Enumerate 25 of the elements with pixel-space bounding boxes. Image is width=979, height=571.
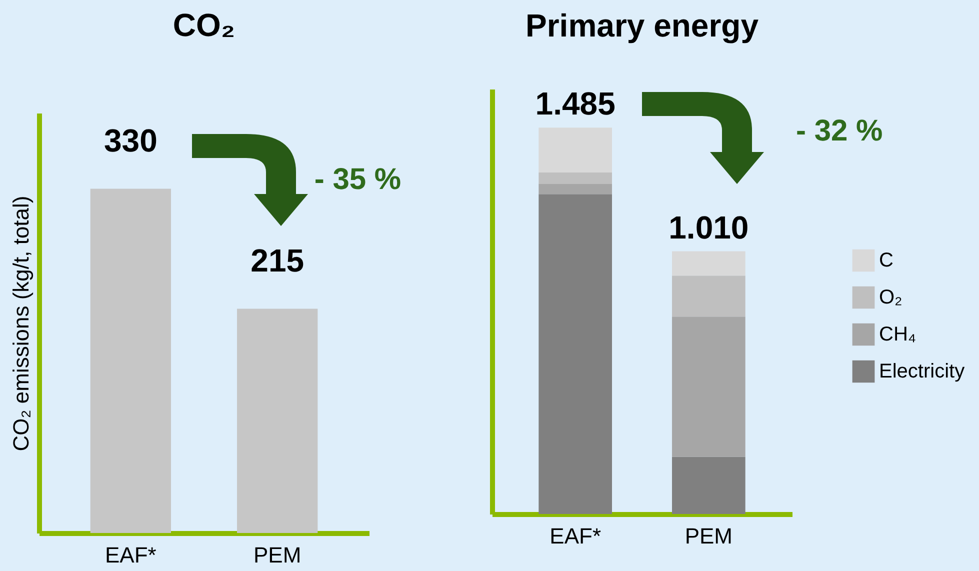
- annotation: 1.010: [668, 209, 749, 246]
- chart-title: CO₂: [172, 7, 236, 43]
- y-axis-title: CO₂ emissions (kg/t, total): [8, 196, 34, 452]
- bar: [672, 316, 746, 457]
- legend-label: O₂: [879, 286, 902, 308]
- legend-label: CH₄: [879, 324, 916, 346]
- bar: [538, 128, 612, 172]
- x-tick-label: EAF*: [104, 542, 157, 568]
- x-tick-label: PEM: [253, 542, 302, 568]
- bar: [538, 172, 612, 184]
- bar: [538, 194, 612, 514]
- legend-label: Electricity: [879, 360, 965, 382]
- data-label: 215: [250, 242, 304, 279]
- bar: [672, 251, 746, 276]
- data-label: 330: [104, 122, 158, 159]
- legend-label: C: [879, 250, 894, 272]
- annotation: 1.485: [535, 86, 616, 122]
- bar: [672, 276, 746, 317]
- chart-title: Primary energy: [525, 8, 759, 44]
- x-tick-label: PEM: [684, 524, 733, 548]
- annotation: - 35 %: [314, 163, 402, 196]
- bar: [672, 456, 746, 514]
- x-tick-label: EAF*: [550, 524, 602, 548]
- bar: [538, 184, 612, 194]
- text: - 32 %: [796, 114, 883, 148]
